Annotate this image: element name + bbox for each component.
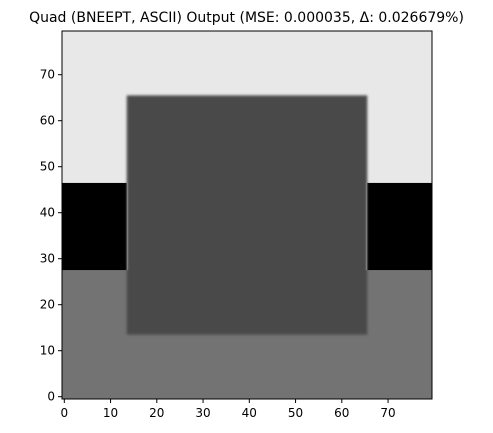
y-tick-label: 20 bbox=[40, 298, 55, 312]
x-tick-label: 70 bbox=[380, 406, 395, 420]
y-tick-label: 40 bbox=[40, 206, 55, 220]
y-tick-label: 70 bbox=[40, 68, 55, 82]
x-tick-label: 20 bbox=[149, 406, 164, 420]
y-tick-label: 0 bbox=[47, 390, 55, 404]
y-tick-label: 60 bbox=[40, 114, 55, 128]
y-tick-label: 10 bbox=[40, 344, 55, 358]
x-tick-label: 0 bbox=[60, 406, 68, 420]
y-tick-label: 30 bbox=[40, 252, 55, 266]
x-tick-label: 50 bbox=[288, 406, 303, 420]
heatmap-region-right-dark-band bbox=[367, 182, 432, 271]
chart-title: Quad (BNEEPT, ASCII) Output (MSE: 0.0000… bbox=[29, 10, 464, 26]
x-tick-label: 30 bbox=[195, 406, 210, 420]
x-tick-label: 60 bbox=[334, 406, 349, 420]
y-axis: 0 10 20 30 40 50 60 70 bbox=[40, 68, 62, 404]
y-tick-label: 50 bbox=[40, 160, 55, 174]
plot-frame bbox=[61, 30, 433, 400]
heatmap-region-central-square bbox=[126, 95, 368, 335]
x-axis: 0 10 20 30 40 50 60 70 bbox=[60, 399, 396, 420]
heatmap-region-left-dark-band bbox=[62, 182, 127, 271]
x-tick-label: 10 bbox=[103, 406, 118, 420]
x-tick-label: 40 bbox=[242, 406, 257, 420]
heatmap-image bbox=[62, 31, 432, 399]
